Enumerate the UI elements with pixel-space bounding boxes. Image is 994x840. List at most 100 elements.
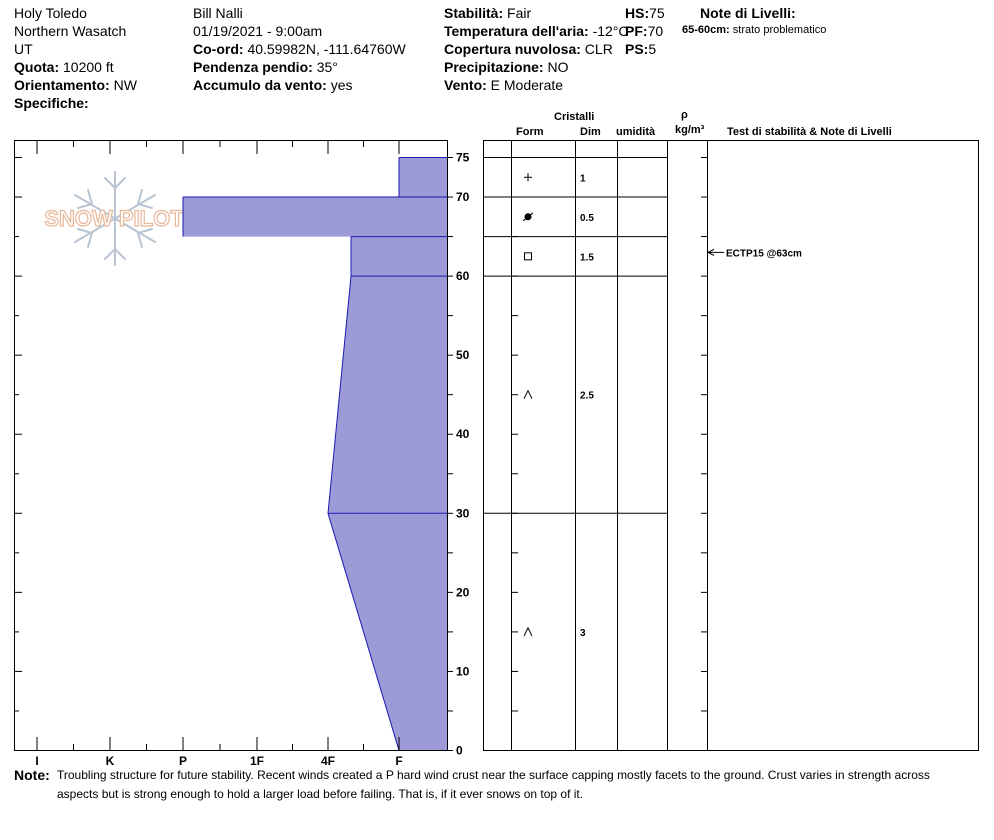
crystal-dim-label: 2.5 — [580, 391, 594, 402]
specifics-label: Specifiche: — [14, 95, 89, 111]
wind-loading-field: Accumulo da vento: yes — [193, 76, 352, 94]
dim-header: Dim — [580, 126, 601, 138]
wind-field: Vento: E Moderate — [444, 76, 563, 94]
test-label: ECTP15 @63cm — [726, 248, 802, 259]
precip-field: Precipitazione: NO — [444, 58, 568, 76]
note-line-2: aspects but is strong enough to hold a l… — [57, 787, 584, 801]
note-line-1: Troubling structure for future stability… — [57, 768, 930, 782]
sky-field: Copertura nuvolosa: CLR — [444, 40, 613, 58]
pf-field: PF:70 — [625, 22, 663, 40]
pf-value: 70 — [647, 23, 664, 39]
crystal-dim-label: 1 — [580, 173, 586, 184]
hardness-label: P — [179, 754, 187, 768]
test-arrow-icon — [706, 248, 715, 256]
stability-field: Stabilità: Fair — [444, 4, 531, 22]
depth-hoar-crystal-icon — [523, 626, 533, 637]
hardness-ticks: I K P 1F 4F F — [35, 140, 403, 768]
hardness-label: I — [35, 754, 38, 768]
hardness-label: 1F — [250, 754, 264, 768]
crystal-dim-label: 3 — [580, 628, 586, 639]
crystal-rows: 1 0.5 1.5 2.5 3 — [522, 173, 594, 639]
depth-label: 30 — [456, 506, 470, 520]
pf-label: PF: — [625, 23, 648, 39]
sky-value: CLR — [584, 41, 613, 57]
precip-value: NO — [547, 59, 569, 75]
hardness-chart-frame — [14, 140, 448, 751]
note-text: Troubling structure for future stability… — [57, 766, 957, 804]
depth-label: 50 — [456, 348, 470, 362]
hardness-layer — [183, 197, 448, 237]
elevation-field: Quota: 10200 ft — [14, 58, 114, 76]
ps-field: PS:5 — [625, 40, 656, 58]
density-unit-header: kg/m³ — [675, 124, 705, 136]
slope-value: 35° — [316, 59, 338, 75]
observation-datetime: 01/19/2021 - 9:00am — [193, 23, 323, 39]
rounded-crystal-icon — [522, 212, 534, 222]
layer-note-text: strato problematico — [732, 24, 827, 36]
table-ticks — [511, 157, 707, 751]
layer-notes-title: Note di Livelli: — [700, 5, 796, 21]
specifics-field: Specifiche: — [14, 94, 89, 112]
hs-value: 75 — [649, 5, 665, 21]
location-name: Holy Toledo — [14, 5, 87, 21]
hardness-layer — [399, 157, 448, 198]
depth-label: 70 — [456, 190, 470, 204]
depth-label: 20 — [456, 585, 470, 599]
depth-label: 75 — [456, 151, 470, 165]
coords-value: 40.59982N, -111.64760W — [247, 41, 406, 57]
stability-value: Fair — [507, 5, 532, 21]
crystals-header: Cristalli — [554, 111, 595, 123]
air-temp-field: Temperatura dell'aria: -12°C — [444, 22, 629, 40]
aspect-label: Orientamento: — [14, 77, 110, 93]
depth-label: 0 — [456, 744, 463, 758]
wind-label: Vento: — [444, 77, 487, 93]
depth-hoar-crystal-icon — [523, 389, 533, 399]
wind-value: E Moderate — [490, 77, 564, 93]
ps-label: PS: — [625, 41, 649, 57]
state-name: UT — [14, 41, 33, 57]
ps-value: 5 — [648, 41, 657, 57]
hardness-label: F — [395, 754, 402, 768]
crystal-table-frame — [483, 140, 979, 751]
crystal-dim-label: 1.5 — [580, 252, 594, 263]
facet-crystal-icon — [524, 252, 532, 261]
hardness-label: K — [106, 754, 115, 768]
table-column-lines — [511, 140, 708, 751]
wind-loading-value: yes — [330, 77, 353, 93]
moisture-header: umidità — [616, 126, 656, 138]
depth-label: 60 — [456, 269, 470, 283]
coords-label: Co-ord: — [193, 41, 244, 57]
aspect-value: NW — [113, 77, 137, 93]
stability-label: Stabilità: — [444, 5, 504, 21]
air-temp-label: Temperatura dell'aria: — [444, 23, 589, 39]
hs-field: HS:75 — [625, 4, 665, 22]
rho-header: ρ — [681, 109, 688, 121]
depth-label: 10 — [456, 664, 470, 678]
layer-note-range: 65-60cm: — [682, 24, 730, 36]
form-header: Form — [516, 126, 544, 138]
sky-label: Copertura nuvolosa: — [444, 41, 581, 57]
slope-label: Pendenza pendio: — [193, 59, 313, 75]
snowflake-icon — [74, 171, 156, 266]
precip-label: Precipitazione: — [444, 59, 544, 75]
note-label: Note: — [14, 767, 50, 783]
elevation-value: 10200 ft — [63, 59, 114, 75]
crystal-dim-label: 0.5 — [580, 213, 594, 224]
layer-edge-line — [327, 276, 352, 514]
hardness-layer — [351, 236, 448, 277]
hardness-label: 4F — [321, 754, 335, 768]
hardness-profile — [182, 157, 448, 751]
stability-tests-header: Test di stabilità & Note di Livelli — [727, 126, 892, 138]
observer-name: Bill Nalli — [193, 5, 243, 21]
hs-label: HS: — [625, 5, 650, 21]
coords-field: Co-ord: 40.59982N, -111.64760W — [193, 40, 406, 58]
region-name: Northern Wasatch — [14, 23, 127, 39]
stability-test-marks: ECTP15 @63cm — [706, 248, 802, 259]
depth-axis: 0 10 20 30 40 50 60 70 75 — [14, 151, 470, 758]
wind-loading-label: Accumulo da vento: — [193, 77, 327, 93]
air-temp-value: -12°C — [592, 23, 629, 39]
depth-label: 40 — [456, 427, 470, 441]
layer-note-item: 65-60cm: strato problematico — [682, 24, 826, 36]
aspect-field: Orientamento: NW — [14, 76, 137, 94]
hardness-layer — [328, 513, 448, 751]
